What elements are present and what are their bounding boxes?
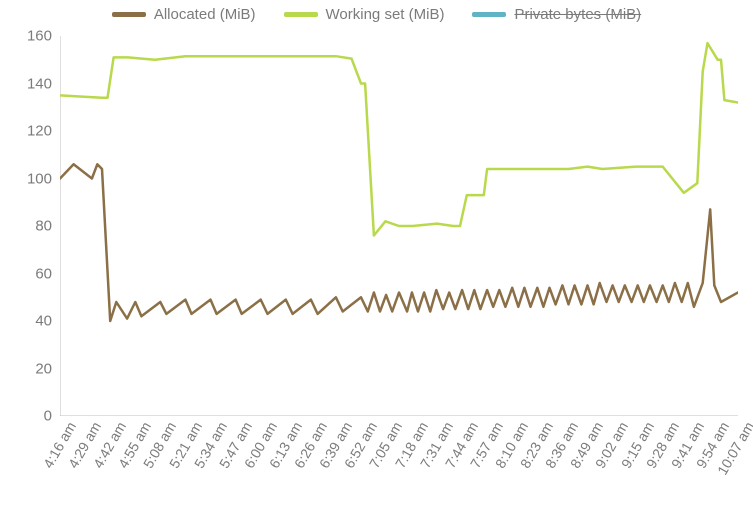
- y-tick-label: 20: [35, 360, 60, 377]
- legend-label-private-bytes: Private bytes (MiB): [514, 6, 641, 23]
- y-tick-label: 140: [27, 75, 60, 92]
- legend-swatch-working-set: [284, 12, 318, 17]
- chart-lines-svg: [60, 36, 738, 416]
- y-tick-label: 160: [27, 28, 60, 45]
- y-tick-label: 40: [35, 313, 60, 330]
- y-tick-label: 100: [27, 170, 60, 187]
- memory-chart: Allocated (MiB) Working set (MiB) Privat…: [0, 0, 753, 517]
- y-tick-label: 120: [27, 123, 60, 140]
- series-line-working-set: [60, 43, 738, 235]
- legend-item-private-bytes[interactable]: Private bytes (MiB): [472, 6, 641, 23]
- legend-item-working-set[interactable]: Working set (MiB): [284, 6, 445, 23]
- series-line-allocated: [60, 164, 738, 321]
- y-tick-label: 80: [35, 218, 60, 235]
- legend-item-allocated[interactable]: Allocated (MiB): [112, 6, 256, 23]
- legend-label-working-set: Working set (MiB): [326, 6, 445, 23]
- legend-swatch-private-bytes: [472, 12, 506, 17]
- legend-label-allocated: Allocated (MiB): [154, 6, 256, 23]
- legend-swatch-allocated: [112, 12, 146, 17]
- chart-legend: Allocated (MiB) Working set (MiB) Privat…: [0, 6, 753, 23]
- y-tick-label: 60: [35, 265, 60, 282]
- chart-plot-area: 0 20 40 60 80 100 120 140 160 4:16 am 4:…: [60, 36, 738, 416]
